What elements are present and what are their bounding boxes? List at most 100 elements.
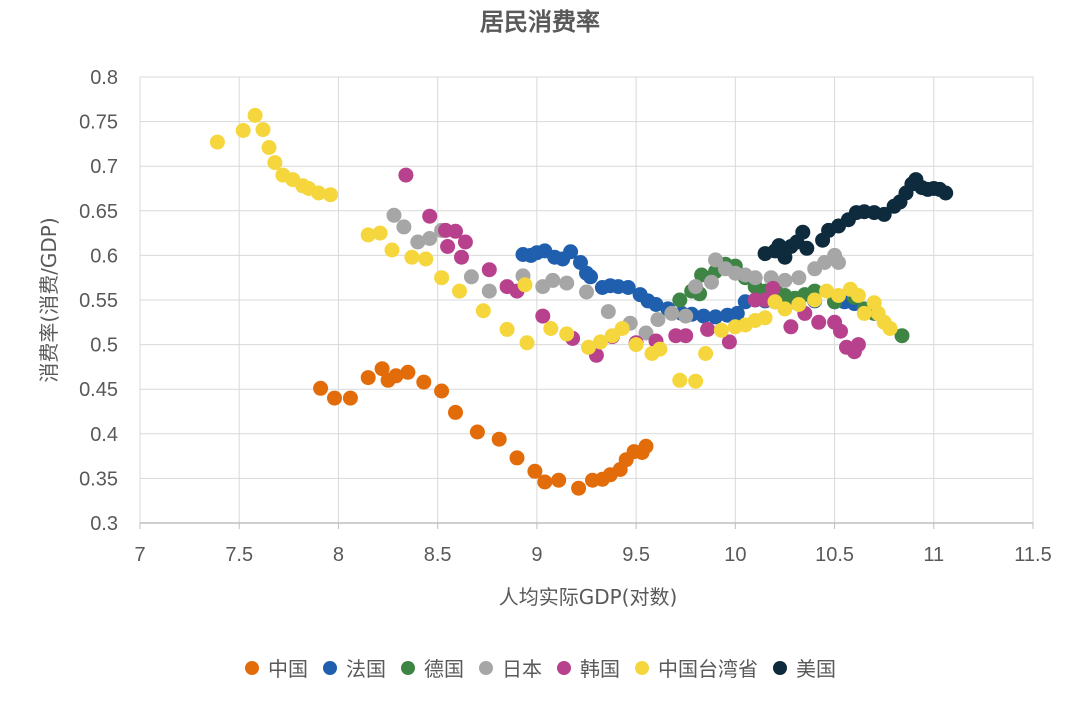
y-tick-label: 0.8 <box>90 67 118 89</box>
data-point <box>600 304 616 320</box>
x-tick-labels: 7 7.5 8 8.5 9 9.5 10 10.5 11 11.5 <box>134 544 1051 566</box>
data-point <box>563 244 579 260</box>
legend: 中国 法国 德国 日本 韩国 中国台湾省 美国 <box>245 657 836 681</box>
data-point <box>592 334 608 350</box>
data-point <box>876 206 892 222</box>
data-point <box>535 308 551 324</box>
y-tick-label: 0.55 <box>79 290 118 312</box>
x-tick-label: 7.5 <box>225 544 253 566</box>
legend-marker <box>557 661 571 675</box>
legend-item: 中国台湾省 <box>635 657 758 681</box>
data-point <box>698 346 714 361</box>
data-point <box>664 305 680 321</box>
legend-label: 法国 <box>346 657 386 681</box>
legend-item: 韩国 <box>557 657 620 681</box>
y-tick-label: 0.7 <box>90 156 118 178</box>
y-tick-label: 0.45 <box>79 379 118 401</box>
series-6 <box>757 172 954 265</box>
data-point <box>374 361 390 377</box>
data-point <box>678 308 694 324</box>
x-tick-label: 9.5 <box>622 544 650 566</box>
data-point <box>261 140 277 155</box>
data-point <box>729 305 745 321</box>
legend-item: 日本 <box>479 657 542 681</box>
data-point <box>418 251 434 267</box>
y-tick-label: 0.65 <box>79 201 118 223</box>
axes <box>139 522 1034 529</box>
data-point <box>440 239 456 254</box>
y-tick-label: 0.35 <box>79 468 118 490</box>
data-point <box>360 370 376 386</box>
data-point <box>475 303 491 319</box>
chart-title: 居民消费率 <box>480 8 600 36</box>
x-tick-label: 7 <box>134 544 145 566</box>
y-tick-label: 0.5 <box>90 335 118 357</box>
data-point <box>721 334 737 350</box>
data-point <box>672 372 688 388</box>
data-point <box>416 374 432 390</box>
data-point <box>372 225 388 241</box>
legend-item: 中国 <box>245 657 308 681</box>
x-tick-label: 9 <box>531 544 542 566</box>
y-tick-labels: 0.3 0.35 0.4 0.45 0.5 0.55 0.6 0.65 0.7 0.75 0.8 <box>79 67 118 535</box>
data-point <box>614 321 630 336</box>
series-5 <box>209 107 898 389</box>
data-point <box>765 280 781 296</box>
data-point <box>678 328 694 344</box>
x-tick-label: 11 <box>923 544 944 566</box>
data-point <box>255 122 271 138</box>
data-point <box>650 312 666 328</box>
legend-item: 法国 <box>323 657 386 681</box>
legend-label: 德国 <box>424 657 464 681</box>
data-point <box>388 368 404 384</box>
data-point <box>648 297 664 312</box>
data-point <box>894 328 910 344</box>
legend-item: 美国 <box>772 657 836 681</box>
data-point <box>583 269 598 285</box>
data-point <box>708 252 723 268</box>
y-tick-label: 0.75 <box>79 112 118 134</box>
y-tick-label: 0.6 <box>90 245 118 267</box>
data-point <box>410 234 426 250</box>
data-point <box>938 185 954 201</box>
x-axis-label: 人均实际GDP(对数) <box>499 585 678 609</box>
data-point <box>819 283 835 299</box>
data-point <box>783 319 799 335</box>
legend-label: 韩国 <box>580 657 620 681</box>
data-point <box>327 390 342 406</box>
data-point <box>581 339 596 355</box>
data-point <box>620 280 636 295</box>
data-point <box>519 335 535 351</box>
legend-marker <box>401 661 416 675</box>
data-point <box>704 274 719 290</box>
legend-marker <box>635 661 649 675</box>
data-point <box>882 321 898 336</box>
data-point <box>342 390 358 406</box>
legend-label: 中国 <box>268 657 308 681</box>
data-point <box>543 321 559 336</box>
data-point <box>850 288 866 303</box>
data-point <box>235 123 251 138</box>
data-point <box>688 373 704 389</box>
data-point <box>209 134 225 150</box>
data-points <box>209 107 954 496</box>
legend-label: 日本 <box>502 657 542 681</box>
data-point <box>517 277 533 293</box>
data-point <box>481 262 497 278</box>
data-point <box>434 383 450 399</box>
data-point <box>386 207 402 223</box>
x-tick-label: 10.5 <box>815 544 854 566</box>
data-point <box>537 474 553 490</box>
data-point <box>469 424 485 440</box>
legend-marker <box>245 661 260 675</box>
data-point <box>672 292 688 308</box>
data-point <box>696 308 712 324</box>
data-point <box>452 283 467 299</box>
x-tick-label: 8.5 <box>424 544 452 566</box>
data-point <box>628 337 644 353</box>
legend-label: 中国台湾省 <box>658 657 758 681</box>
legend-marker <box>479 661 494 675</box>
data-point <box>422 208 438 224</box>
data-point <box>807 292 823 308</box>
